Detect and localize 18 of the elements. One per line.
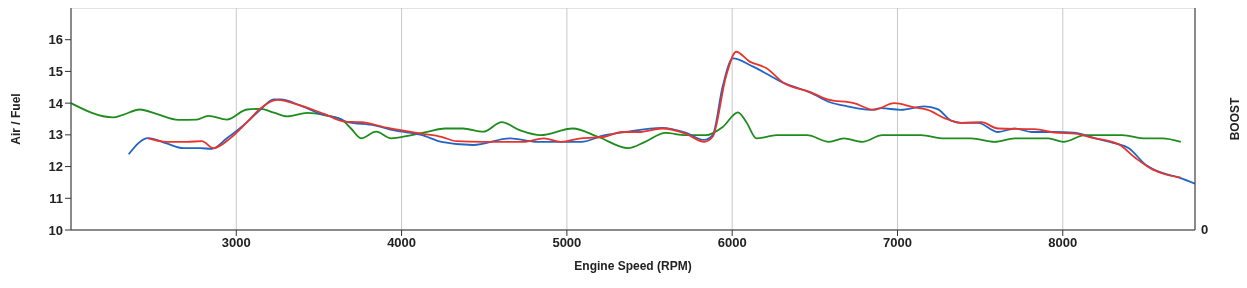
y-tick-label: 15 xyxy=(48,64,63,80)
y-axis-title: Air / Fuel xyxy=(9,93,24,145)
y-tick-label: 13 xyxy=(48,127,63,143)
text: 0 xyxy=(1201,222,1209,237)
x-tick-label: 4000 xyxy=(387,235,417,251)
x-tick-label: 8000 xyxy=(1048,235,1078,251)
x-axis-title: Engine Speed (RPM) xyxy=(574,259,692,273)
x-tick-label: 6000 xyxy=(717,235,747,251)
x-tick-label: 7000 xyxy=(883,235,912,251)
x-tick-label: 3000 xyxy=(221,235,251,251)
y-tick-label: 12 xyxy=(48,159,63,175)
y-tick-label: 10 xyxy=(48,222,63,238)
y-tick-label: 16 xyxy=(48,32,63,48)
y2-axis-title: BOOST xyxy=(1228,97,1243,141)
y-tick-label: 11 xyxy=(49,190,63,206)
y-tick-label: 14 xyxy=(48,95,64,111)
x-tick-label: 5000 xyxy=(552,235,582,251)
line-series xyxy=(71,102,1182,150)
